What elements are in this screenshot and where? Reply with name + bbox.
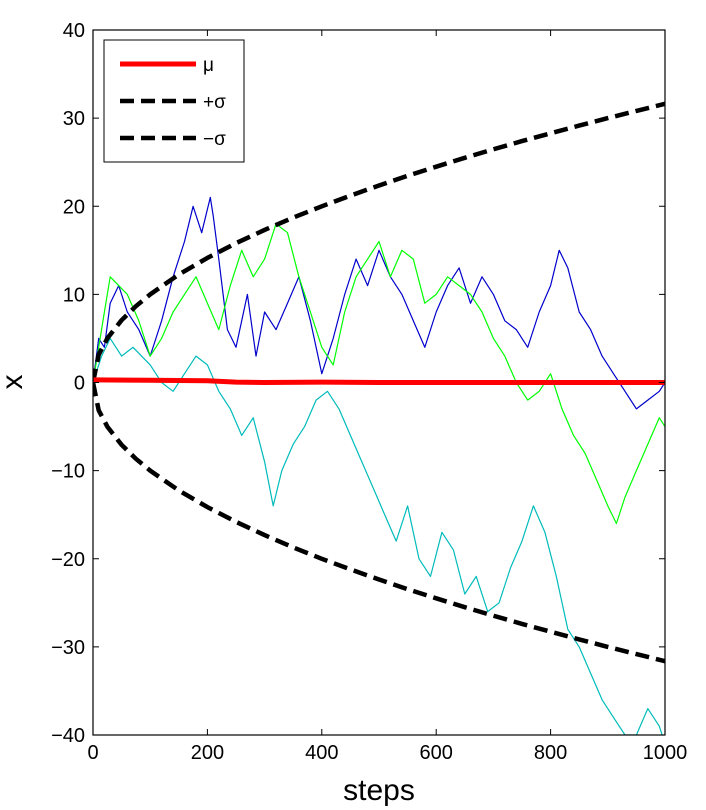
legend-label: +σ: [203, 92, 226, 113]
series-walk-green-line: [93, 223, 665, 525]
x-axis-label: steps: [343, 774, 415, 807]
x-tick-label: 600: [420, 742, 453, 764]
series-walk-cyan-line: [93, 337, 663, 735]
series-layer: [93, 101, 665, 735]
series-mu-line: [93, 377, 665, 385]
series-minus-sigma-line: [93, 382, 665, 664]
y-tick-label: −30: [51, 637, 85, 659]
y-axis-label: x: [0, 375, 29, 390]
legend-label: −σ: [203, 129, 226, 150]
x-tick-label: 200: [191, 742, 224, 764]
y-tick-label: 0: [74, 373, 85, 395]
legend-label: μ: [203, 55, 214, 76]
x-tick-label: 1000: [643, 742, 688, 764]
y-tick-label: −40: [51, 725, 85, 747]
y-tick-label: 20: [63, 196, 85, 218]
x-tick-label: 0: [87, 742, 98, 764]
legend: μ +σ −σ: [103, 39, 245, 163]
series-plus-sigma-line: [93, 101, 665, 383]
y-tick-label: −20: [51, 549, 85, 571]
series-walk-blue-line: [93, 196, 665, 410]
y-tick-label: 10: [63, 284, 85, 306]
x-tick-label: 800: [534, 742, 567, 764]
y-tick-label: 40: [63, 20, 85, 42]
ticks-layer: 0 200 400 600 800 1000 40 30 20 10 0 −10 −20 −30 −40: [51, 20, 687, 764]
x-tick-label: 400: [305, 742, 338, 764]
y-tick-label: −10: [51, 461, 85, 483]
y-tick-label: 30: [63, 108, 85, 130]
